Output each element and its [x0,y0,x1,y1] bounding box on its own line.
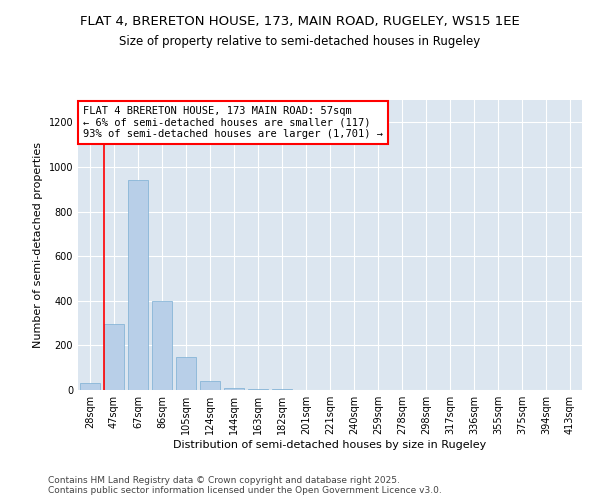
Bar [80,384,100,390]
Bar [200,381,220,390]
Bar [176,356,196,390]
Bar [224,388,244,390]
X-axis label: Distribution of semi-detached houses by size in Rugeley: Distribution of semi-detached houses by … [173,440,487,450]
Bar [104,324,124,390]
Text: Contains HM Land Registry data © Crown copyright and database right 2025.
Contai: Contains HM Land Registry data © Crown c… [48,476,442,495]
Bar [248,389,268,390]
Text: FLAT 4, BRERETON HOUSE, 173, MAIN ROAD, RUGELEY, WS15 1EE: FLAT 4, BRERETON HOUSE, 173, MAIN ROAD, … [80,15,520,28]
Bar [128,180,148,390]
Text: Size of property relative to semi-detached houses in Rugeley: Size of property relative to semi-detach… [119,35,481,48]
Text: FLAT 4 BRERETON HOUSE, 173 MAIN ROAD: 57sqm
← 6% of semi-detached houses are sma: FLAT 4 BRERETON HOUSE, 173 MAIN ROAD: 57… [83,106,383,139]
Bar [152,301,172,390]
Y-axis label: Number of semi-detached properties: Number of semi-detached properties [33,142,43,348]
